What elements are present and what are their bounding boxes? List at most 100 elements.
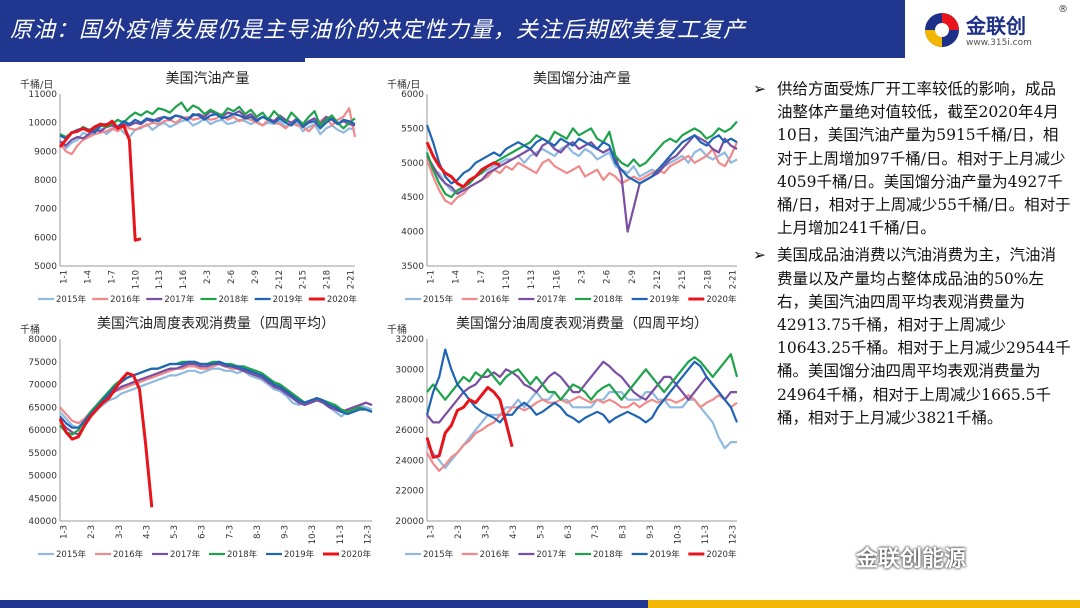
x-tick-label: 4-3 <box>509 525 519 539</box>
legend-label: 2018年 <box>593 294 624 305</box>
company-logo: 金联创 ® www.315i.com <box>922 4 1072 52</box>
series-line-2019年 <box>425 348 739 424</box>
logo-url: www.315i.com <box>966 38 1032 48</box>
x-tick-label: 2-6 <box>227 270 237 284</box>
x-tick-label: 2-12 <box>653 270 663 289</box>
y-tick-label: 45000 <box>28 494 57 504</box>
x-tick-label: 1-13 <box>155 270 165 289</box>
series-line-2018年 <box>59 101 356 139</box>
legend-label: 2019年 <box>284 549 315 560</box>
x-tick-label: 1-16 <box>179 270 189 289</box>
x-tick-label: 9-3 <box>646 525 656 539</box>
legend-label: 2015年 <box>423 549 454 560</box>
y-axis-label: 千桶 <box>20 323 40 336</box>
y-tick-label: 5000 <box>401 159 424 169</box>
chart-svg: 美国馏分油产量 千桶/日 3500 4000 4500 5000 5500 6000 1-1 1-… <box>387 71 739 305</box>
y-tick-label: 6000 <box>34 233 57 243</box>
legend-label: 2016年 <box>113 549 144 560</box>
x-tick-label: 2-3 <box>203 270 213 284</box>
y-tick-label: 32000 <box>395 335 424 345</box>
series-line-2018年 <box>426 353 739 401</box>
y-axis-label: 千桶/日 <box>387 78 420 91</box>
x-tick-label: 6-3 <box>564 525 574 539</box>
x-tick-label: 1-10 <box>502 270 512 289</box>
x-tick-label: 1-16 <box>552 270 562 289</box>
y-tick-label: 75000 <box>28 358 57 368</box>
x-tick-label: 1-7 <box>107 270 117 284</box>
legend-label: 2018年 <box>219 294 250 305</box>
series-line-2019年 <box>59 360 373 429</box>
x-tick-label: 8-3 <box>253 525 263 539</box>
series-line-2020年 <box>58 119 142 242</box>
legend-label: 2017年 <box>536 294 567 305</box>
distillate-production-chart: 美国馏分油产量 千桶/日 3500 4000 4500 5000 5500 6000 1-1 1-… <box>385 68 745 310</box>
bullet-supply: ➢ 供给方面受炼厂开工率较低的影响，成品油整体产量绝对值较低，截至2020年4月… <box>753 78 1071 240</box>
legend-label: 2018年 <box>227 549 258 560</box>
x-tick-label: 11-3 <box>336 525 346 544</box>
legend-label: 2017年 <box>164 294 195 305</box>
x-tick-label: 1-1 <box>427 270 437 284</box>
chart-title: 美国汽油产量 <box>166 71 250 87</box>
legend-label: 2020年 <box>706 294 737 305</box>
y-tick-label: 60000 <box>28 426 57 436</box>
legend-label: 2015年 <box>56 549 87 560</box>
y-tick-label: 80000 <box>28 335 57 345</box>
chart-title: 美国馏分油产量 <box>533 71 631 87</box>
legend-label: 2020年 <box>327 294 358 305</box>
x-tick-label: 2-21 <box>347 270 357 289</box>
y-tick-label: 26000 <box>395 426 424 436</box>
x-tick-label: 6-3 <box>198 525 208 539</box>
legend-label: 2019年 <box>273 294 304 305</box>
x-tick-label: 2-15 <box>299 270 309 289</box>
x-tick-label: 2-3 <box>87 525 97 539</box>
x-tick-label: 9-3 <box>281 525 291 539</box>
series-line-2020年 <box>58 371 154 508</box>
logo-mark-icon <box>925 13 959 47</box>
y-tick-label: 4000 <box>401 228 424 238</box>
y-tick-label: 65000 <box>28 403 57 413</box>
x-tick-label: 2-9 <box>251 270 261 284</box>
bullet-consumption: ➢ 美国成品油消费以汽油消费为主，汽油消费量以及产量均占整体成品油的50%左右，… <box>753 244 1071 430</box>
x-tick-label: 1-13 <box>527 270 537 289</box>
legend-label: 2019年 <box>650 549 681 560</box>
x-tick-label: 3-3 <box>115 525 125 539</box>
y-tick-label: 20000 <box>395 517 424 527</box>
chart-svg: 美国馏分油周度表观消费量（四周平均） 千桶 20000 22000 24000 26000… <box>387 316 739 560</box>
x-tick-label: 4-3 <box>142 525 152 539</box>
x-tick-label: 1-7 <box>477 270 487 284</box>
series-line-2015年 <box>426 390 737 469</box>
page-title: 原油：国外疫情发展仍是主导油价的决定性力量，关注后期欧美复工复产 <box>10 18 747 43</box>
y-tick-label: 5000 <box>34 262 57 272</box>
series-line-2020年 <box>425 386 514 459</box>
footer-bar <box>0 600 1080 608</box>
y-tick-label: 22000 <box>395 487 424 497</box>
title-underline <box>0 58 305 62</box>
x-tick-label: 8-3 <box>619 525 629 539</box>
y-tick-label: 4500 <box>401 193 424 203</box>
x-tick-label: 1-4 <box>83 270 93 284</box>
y-tick-label: 40000 <box>28 517 57 527</box>
arrow-bullet-icon: ➢ <box>753 80 766 98</box>
x-tick-label: 2-6 <box>603 270 613 284</box>
bullet-text: 供给方面受炼厂开工率较低的影响，成品油整体产量绝对值较低，截至2020年4月10… <box>777 80 1071 238</box>
x-tick-label: 12-3 <box>364 525 374 544</box>
x-tick-label: 1-10 <box>131 270 141 289</box>
legend-label: 2016年 <box>480 294 511 305</box>
legend-label: 2020年 <box>341 549 372 560</box>
y-tick-label: 50000 <box>28 472 57 482</box>
legend-label: 2016年 <box>480 549 511 560</box>
legend-label: 2015年 <box>56 294 87 305</box>
watermark: 金联创能源 <box>856 547 967 572</box>
commentary-text: ➢ 供给方面受炼厂开工率较低的影响，成品油整体产量绝对值较低，截至2020年4月… <box>753 78 1071 434</box>
chart-title: 美国汽油周度表观消费量（四周平均） <box>97 316 335 332</box>
x-tick-label: 5-3 <box>536 525 546 539</box>
y-tick-label: 28000 <box>395 396 424 406</box>
x-tick-label: 2-12 <box>275 270 285 289</box>
x-tick-label: 5-3 <box>170 525 180 539</box>
x-tick-label: 10-3 <box>674 525 684 544</box>
legend-label: 2017年 <box>536 549 567 560</box>
x-tick-label: 2-18 <box>323 270 333 289</box>
logo-registered: ® <box>1058 4 1068 15</box>
x-tick-label: 12-3 <box>729 525 739 544</box>
y-tick-label: 5500 <box>401 124 424 134</box>
